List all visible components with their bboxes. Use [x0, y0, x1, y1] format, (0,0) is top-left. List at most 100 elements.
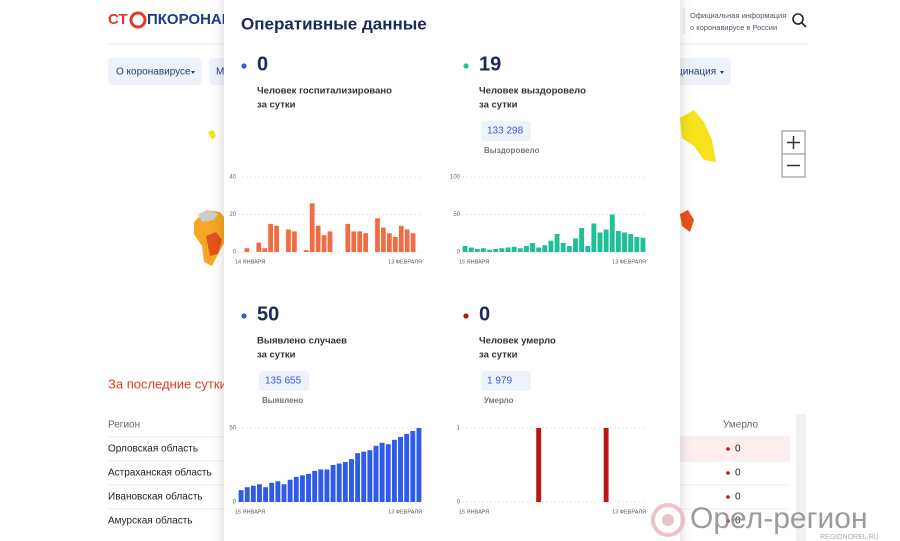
bar	[286, 229, 291, 252]
bar	[299, 475, 305, 502]
region: Орловская область	[108, 443, 198, 455]
bar	[330, 465, 336, 502]
x-tick-label: 13 ФЕВРАЛЯ	[612, 259, 646, 265]
search-icon[interactable]	[792, 13, 807, 28]
bar	[622, 232, 627, 252]
nav-item[interactable]: М	[216, 67, 224, 78]
nav-item[interactable]: О коронавирусе	[116, 67, 191, 78]
card-label: Человек выздоровело	[479, 86, 586, 97]
bar	[404, 433, 410, 502]
bar	[392, 237, 398, 252]
dot	[726, 495, 730, 499]
logo-virus	[129, 11, 147, 29]
bar	[306, 473, 311, 502]
total-label: Выявлено	[262, 396, 303, 405]
total-label: Умерло	[484, 396, 514, 405]
status-dot	[241, 63, 247, 69]
bar	[597, 232, 603, 252]
bar	[342, 462, 348, 502]
bar	[257, 484, 262, 502]
bar	[250, 485, 256, 502]
bar	[274, 225, 279, 252]
bar	[493, 249, 499, 252]
nav-pill[interactable]	[108, 58, 202, 85]
total-box	[481, 371, 531, 391]
bar	[269, 482, 275, 502]
bar	[536, 428, 542, 502]
bar	[379, 442, 385, 502]
bar	[398, 436, 403, 502]
bar	[410, 233, 416, 252]
x-tick-label: 13 ФЕВРАЛЯ	[612, 509, 646, 515]
y-tick-label: 0	[457, 250, 461, 256]
bar	[244, 487, 250, 502]
row-highlight	[680, 437, 790, 461]
died: 0	[735, 492, 741, 503]
bar	[363, 233, 368, 252]
bar	[499, 248, 505, 252]
x-tick-label: 15 ЯНВАРЯ	[235, 509, 265, 515]
bar	[256, 242, 262, 252]
bar	[386, 233, 392, 252]
bar	[385, 444, 391, 502]
panel-title: Оперативные данные	[241, 14, 427, 33]
bar	[468, 247, 474, 252]
bar	[244, 248, 250, 252]
bar	[318, 469, 324, 502]
card-label: Выявлено случаев	[257, 336, 347, 347]
bar	[410, 430, 416, 502]
y-tick-label: 0	[233, 500, 237, 506]
x-tick-label: 13 ФЕВРАЛЯ	[388, 509, 422, 515]
bar	[481, 248, 486, 252]
scrollbar[interactable]	[796, 414, 806, 541]
bar	[530, 243, 535, 252]
bar	[327, 231, 333, 252]
logo-right: ПКОРОНАВИ	[147, 11, 243, 28]
bar	[398, 225, 404, 252]
region: Ивановская область	[108, 491, 203, 503]
bar	[548, 240, 554, 252]
y-tick-label: 0	[233, 250, 237, 256]
y-tick-label: 100	[450, 175, 461, 181]
bar	[579, 228, 585, 252]
bar	[391, 439, 397, 502]
bar	[566, 246, 572, 252]
nav-item[interactable]: цинация	[677, 67, 716, 78]
y-tick-label: 40	[229, 175, 236, 181]
card-label: Человек госпитализировано	[257, 86, 392, 97]
x-tick-label: 15 ЯНВАРЯ	[459, 509, 489, 515]
bar	[351, 231, 357, 252]
bar	[324, 469, 330, 502]
big-value: 19	[479, 53, 501, 75]
big-value: 0	[479, 303, 490, 325]
bar	[573, 238, 578, 252]
watermark-name: Орел-регион	[690, 502, 868, 535]
bar	[336, 463, 342, 502]
bar	[487, 249, 493, 252]
y-tick-label: 1	[457, 426, 461, 432]
y-tick-label: 20	[229, 212, 236, 218]
bar	[603, 229, 609, 252]
dot	[726, 471, 730, 475]
bar	[542, 245, 548, 252]
caret	[191, 71, 195, 74]
total-box	[481, 121, 531, 141]
total-box	[259, 371, 309, 391]
y-tick-label: 50	[229, 426, 236, 432]
x-tick-label: 15 ЯНВАРЯ	[459, 259, 489, 265]
bar	[292, 231, 297, 252]
caret	[720, 71, 724, 74]
bar	[312, 470, 318, 502]
status-dot	[241, 313, 247, 319]
table: Регион Умерло Орловская область 0 Астрахан…	[108, 414, 806, 541]
big-value: 50	[257, 303, 279, 325]
bar	[361, 451, 367, 502]
status-dot	[463, 313, 469, 319]
section-title: За последние сутки	[108, 376, 227, 391]
bar	[554, 234, 560, 252]
bar	[345, 223, 351, 252]
region: Астраханская область	[108, 467, 212, 479]
bar	[381, 227, 386, 252]
bar	[536, 247, 542, 252]
